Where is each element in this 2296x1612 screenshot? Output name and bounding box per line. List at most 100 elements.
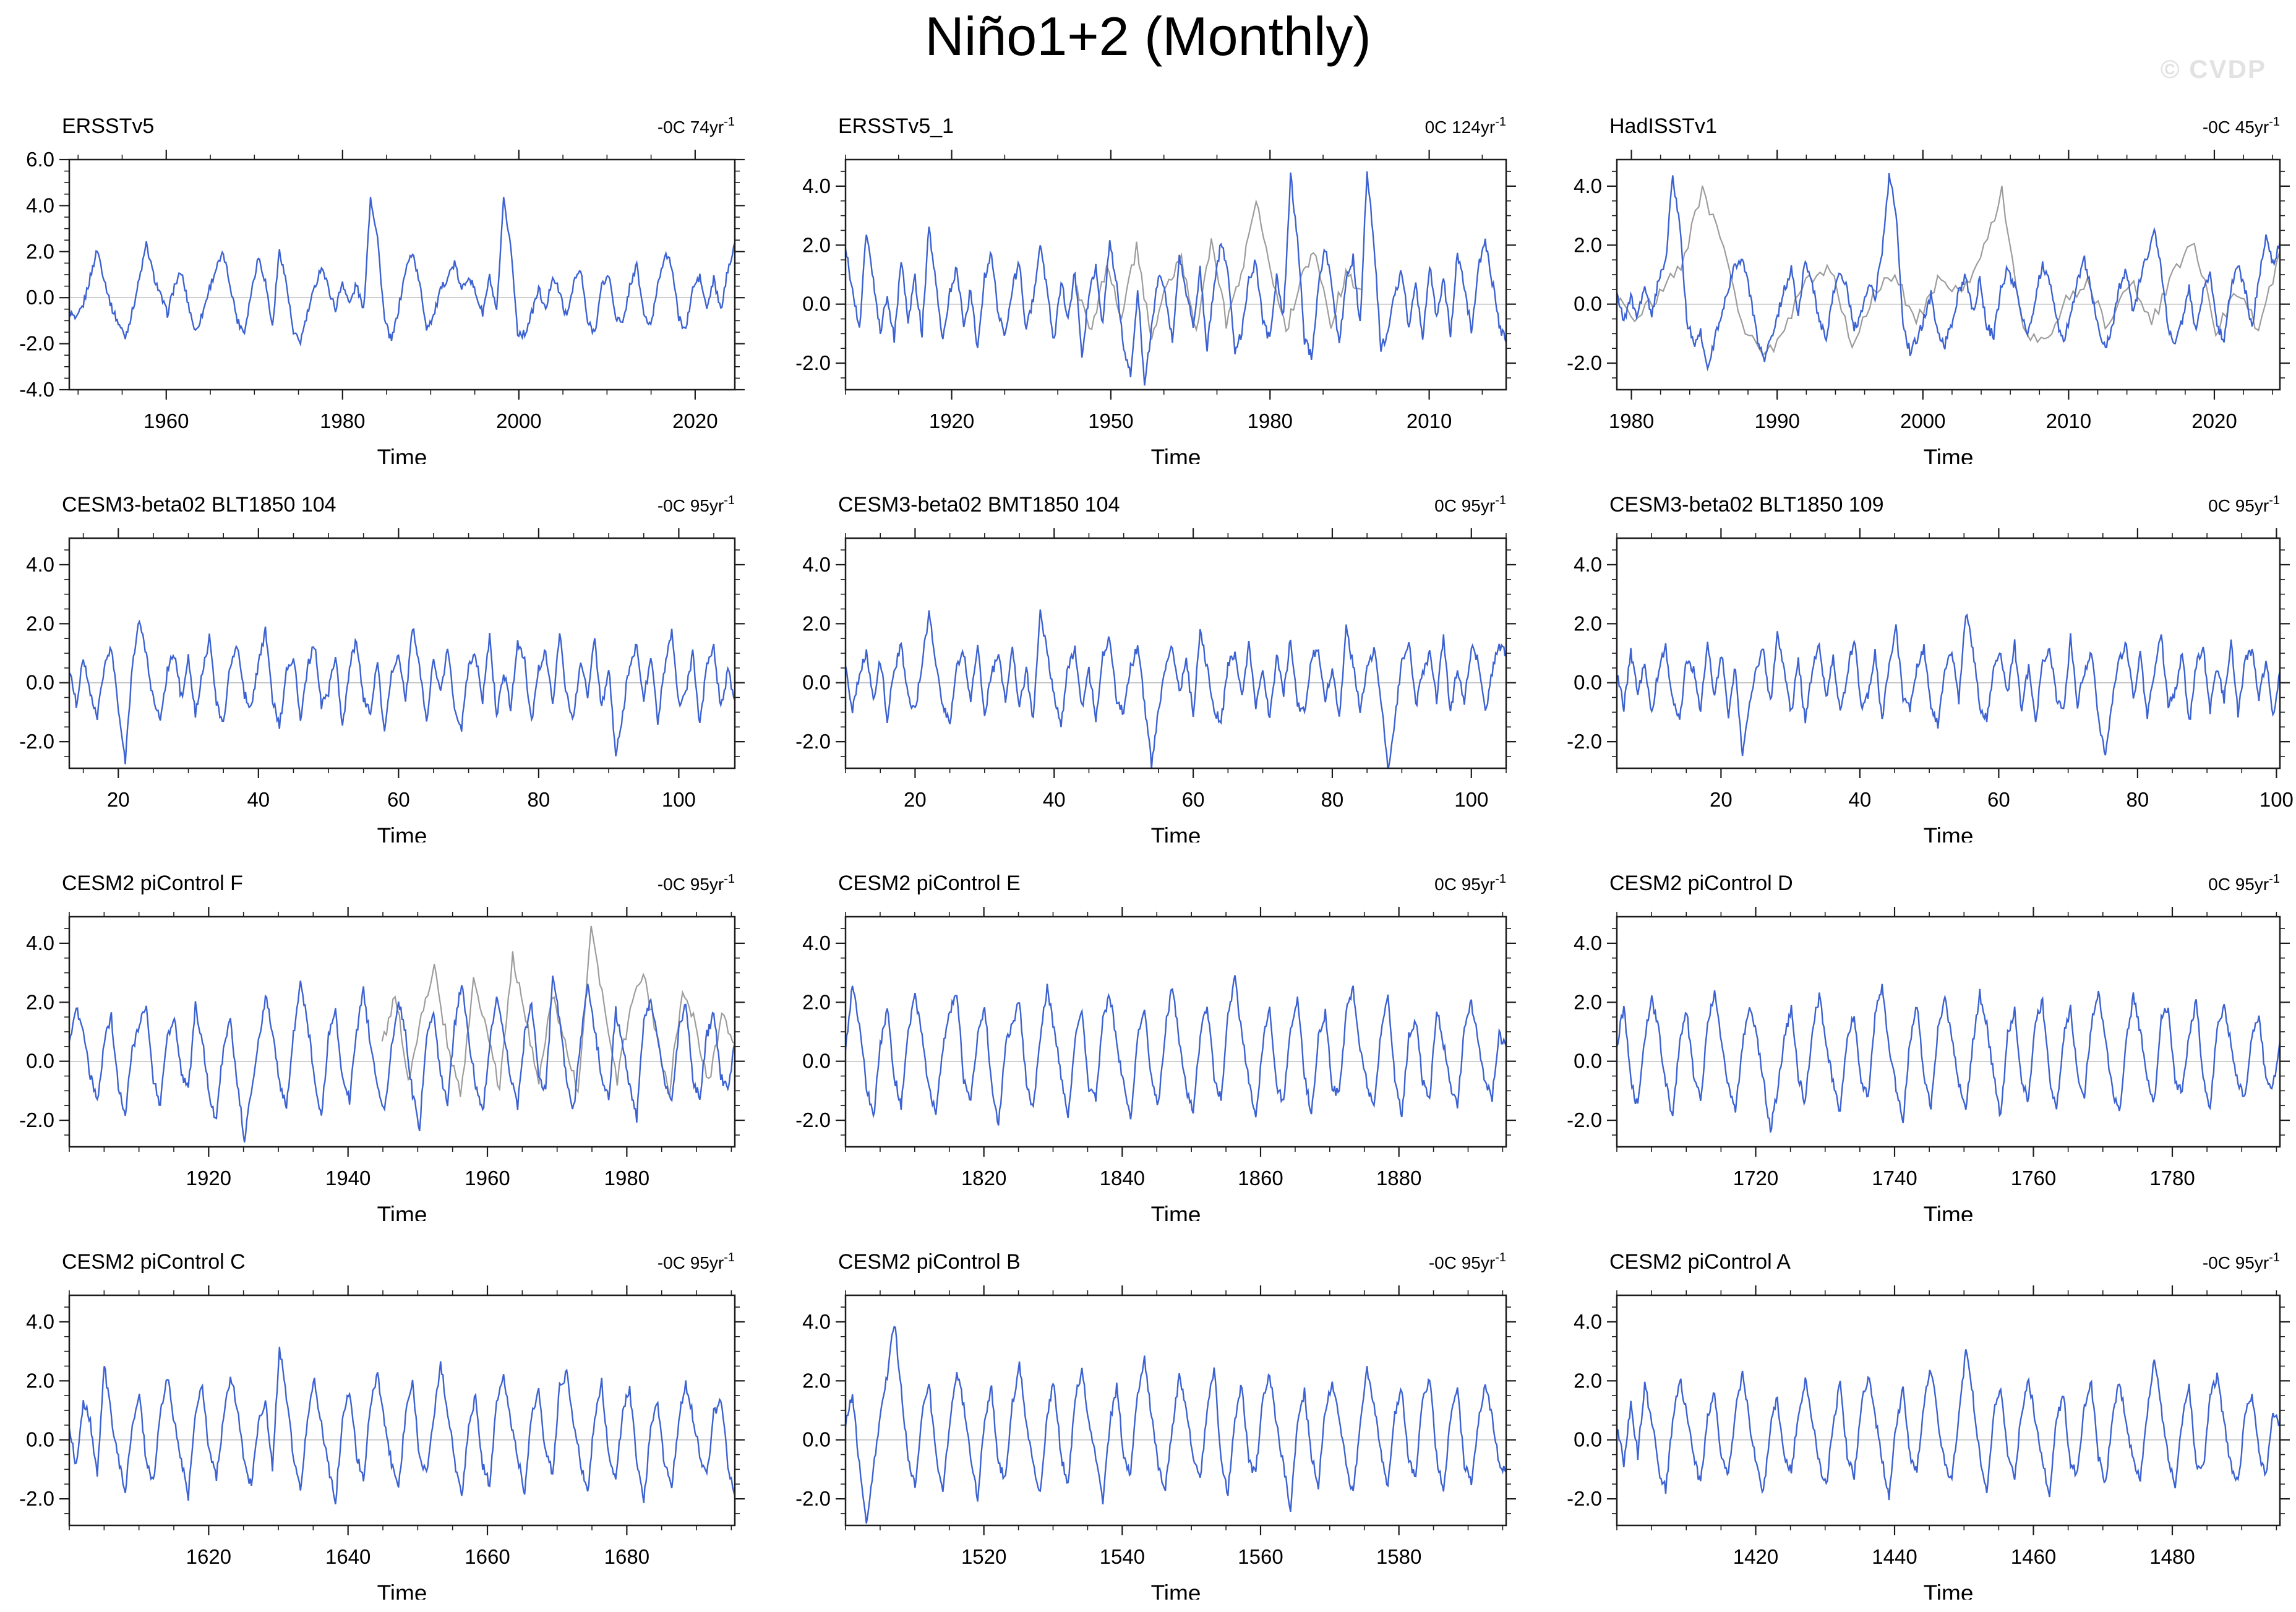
panel-cesm3-beta02-bmt1850-104: CESM3-beta02 BMT1850 104 0C 95yr-1 20 40 60 8… [765,464,1530,842]
panel-hadisstv1: HadISSTv1 -0C 45yr-1 1980 1990 2000 2010 2020 -… [1530,85,2295,464]
y-tick-label: 0.0 [26,1050,54,1073]
axis-ticks: 1920 1950 1980 2010 -2.0 0.0 2.0 4.0 [795,150,1516,432]
x-tick-label: 1420 [1733,1545,1778,1568]
trend-annotation: 0C 95yr-1 [2208,494,2280,515]
x-tick-label: 1680 [604,1545,649,1568]
y-tick-label: -2.0 [19,1487,54,1510]
axis-ticks: 1980 1990 2000 2010 2020 -2.0 0.0 2.0 4.0 [1567,150,2290,432]
y-tick-label: 4.0 [1574,553,1602,576]
x-tick-label: 100 [662,788,696,811]
plot-frame [844,915,1507,1148]
y-tick-label: 2.0 [802,1369,831,1392]
chart-grid: ERSSTv5 -0C 74yr-1 1960 1980 2000 2020 -4.0 -2.… [0,85,2295,1600]
x-tick-label: 1440 [1872,1545,1917,1568]
panel-ersstv5: ERSSTv5 -0C 74yr-1 1960 1980 2000 2020 -4.0 -2.… [0,85,765,464]
y-tick-label: 2.0 [26,990,54,1013]
y-tick-label: -2.0 [1567,1487,1602,1510]
x-tick-label: 2000 [1900,409,1945,432]
x-tick-label: 1980 [1609,409,1654,432]
plot-frame [844,158,1507,391]
y-tick-label: -2.0 [19,730,54,753]
x-tick-label: 20 [904,788,927,811]
primary-series-line [1617,613,2280,757]
y-tick-label: 2.0 [802,612,831,635]
y-tick-label: 4.0 [802,553,831,576]
plot-frame [844,1294,1507,1527]
y-tick-label: -2.0 [795,730,831,753]
plot-frame [844,537,1507,770]
y-tick-label: 2.0 [1574,233,1602,256]
x-tick-label: 1620 [186,1545,231,1568]
y-tick-label: 4.0 [1574,1310,1602,1333]
y-tick-label: -2.0 [795,1487,831,1510]
trend-annotation: 0C 124yr-1 [1425,115,1506,137]
primary-series-line [846,975,1506,1126]
y-tick-label: -2.0 [795,1108,831,1131]
axis-ticks: 1960 1980 2000 2020 -4.0 -2.0 0.0 2.0 4.0 6.0 [19,148,745,432]
x-tick-label: 1720 [1733,1167,1778,1190]
y-tick-label: 0.0 [26,1428,54,1451]
y-tick-label: 0.0 [1574,1050,1602,1073]
x-tick-label: 2010 [2046,409,2091,432]
panel-cesm2-picontrol-c: CESM2 piControl C -0C 95yr-1 1620 1640 1660 1… [0,1221,765,1600]
y-tick-label: 6.0 [26,148,54,171]
plot-svg: HadISSTv1 -0C 45yr-1 1980 1990 2000 2010 2020 -… [1567,114,2290,464]
y-tick-label: 0.0 [802,1428,831,1451]
x-tick-label: 2010 [1407,409,1452,432]
x-tick-label: 60 [1182,788,1205,811]
primary-series-line [69,619,735,765]
y-tick-label: 4.0 [802,174,831,197]
panel-title: CESM2 piControl B [838,1250,1021,1274]
trend-annotation: -0C 95yr-1 [2203,1251,2280,1272]
x-tick-label: 1880 [1376,1167,1421,1190]
x-tick-label: 1960 [144,409,189,432]
x-tick-label: 1960 [465,1167,510,1190]
y-tick-label: -2.0 [1567,730,1602,753]
plot-frame [1616,537,2281,770]
y-tick-label: 4.0 [26,194,54,217]
page-title: Niño1+2 (Monthly) [925,6,1371,67]
trend-annotation: -0C 95yr-1 [658,494,735,515]
y-tick-label: -2.0 [1567,1108,1602,1131]
time-axis-label: Time [377,445,427,464]
trend-annotation: 0C 95yr-1 [1434,872,1506,894]
y-tick-label: 0.0 [26,286,54,309]
x-tick-label: 1990 [1754,409,1799,432]
y-tick-label: -2.0 [19,332,54,355]
time-axis-label: Time [377,1202,427,1221]
primary-series-line [69,975,735,1143]
primary-series-line [1617,984,2280,1133]
panel-ersstv5-1: ERSSTv5_1 0C 124yr-1 1920 1950 1980 2010 -2.0 0… [765,85,1530,464]
y-tick-label: 2.0 [802,233,831,256]
axis-ticks: 20 40 60 80 100 -2.0 0.0 2.0 4.0 [19,528,745,811]
primary-series-line [69,1347,735,1505]
x-tick-label: 1980 [1248,409,1293,432]
y-tick-label: 4.0 [1574,174,1602,197]
panel-title: CESM2 piControl E [838,872,1021,895]
panel-title: ERSSTv5 [62,114,154,138]
y-tick-label: 2.0 [26,1369,54,1392]
axis-ticks: 1920 1940 1960 1980 -2.0 0.0 2.0 4.0 [19,907,745,1190]
y-tick-label: 4.0 [26,1310,54,1333]
axis-ticks: 1620 1640 1660 1680 -2.0 0.0 2.0 4.0 [19,1285,745,1568]
x-tick-label: 1460 [2011,1545,2056,1568]
y-tick-label: 0.0 [26,671,54,694]
x-tick-label: 2000 [496,409,541,432]
time-axis-label: Time [1924,445,1974,464]
y-tick-label: 4.0 [1574,932,1602,954]
x-tick-label: 60 [387,788,410,811]
plot-frame [1616,915,2281,1148]
x-tick-label: 100 [1454,788,1488,811]
y-tick-label: 2.0 [1574,612,1602,635]
x-tick-label: 1940 [325,1167,371,1190]
panel-title: CESM3-beta02 BMT1850 104 [838,493,1120,517]
axis-ticks: 1420 1440 1460 1480 -2.0 0.0 2.0 4.0 [1567,1285,2290,1568]
x-tick-label: 2020 [2191,409,2237,432]
y-tick-label: -2.0 [19,1108,54,1131]
x-tick-label: 20 [1710,788,1733,811]
x-tick-label: 1820 [961,1167,1006,1190]
panel-title: CESM2 piControl F [62,872,243,895]
x-tick-label: 1980 [320,409,365,432]
